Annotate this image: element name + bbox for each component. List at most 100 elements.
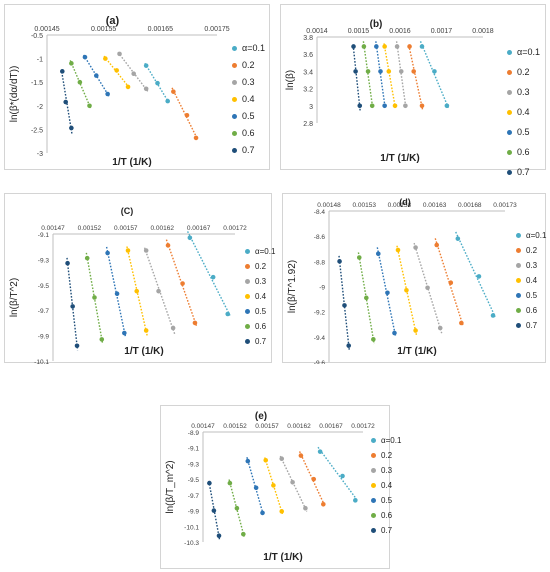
legend-label: 0.7: [517, 167, 530, 177]
x-tick-label: 0.0014: [306, 28, 328, 35]
legend-item: α=0.1: [516, 231, 546, 240]
y-tick-label: 3.4: [303, 69, 313, 76]
data-point: [356, 255, 362, 260]
legend-label: 0.4: [255, 292, 267, 301]
x-tick-label: 0.0015: [348, 28, 370, 35]
legend-marker: [245, 309, 250, 315]
data-point: [70, 304, 75, 309]
data-point: [455, 236, 461, 241]
y-tick-label: -9.7: [188, 493, 200, 500]
legend-item: 0.7: [371, 526, 392, 535]
x-tick-label: 0.00155: [91, 26, 116, 33]
data-point: [279, 509, 285, 514]
legend-label: 0.3: [255, 277, 267, 286]
y-tick-label: 2.8: [303, 121, 313, 128]
data-point: [234, 505, 240, 511]
data-point: [404, 287, 409, 293]
data-point: [69, 125, 74, 131]
x-tick-label: 0.00172: [223, 225, 247, 232]
y-tick-label: 3.8: [303, 35, 313, 42]
legend-item: 0.6: [232, 128, 255, 138]
x-axis-title: 1/T (1/K): [263, 552, 302, 563]
data-point: [351, 44, 356, 49]
y-tick-label: -9.5: [188, 477, 200, 484]
legend-item: 0.2: [245, 262, 266, 271]
chart-d-title: (d): [399, 197, 411, 207]
legend-marker: [232, 46, 237, 52]
data-point: [394, 44, 400, 49]
x-tick-label: 0.00148: [317, 202, 341, 209]
legend-label: 0.6: [517, 147, 530, 157]
legend-item: 0.4: [516, 276, 537, 285]
legend-marker: [232, 80, 237, 86]
legend-label: 0.5: [242, 111, 255, 121]
legend-item: 0.5: [507, 127, 530, 137]
data-point: [444, 103, 450, 109]
chart-panel-b: 0.0014 0.0015 0.0016 0.0017 0.0018 3.8 3.6 3.4 3…: [280, 4, 546, 177]
x-tick-label: 0.00167: [319, 423, 343, 430]
legend-marker: [232, 114, 237, 120]
x-tick-label: 0.00157: [114, 225, 138, 232]
data-point: [419, 103, 425, 109]
data-point: [114, 68, 119, 73]
data-point: [364, 295, 369, 301]
series-trendline: [352, 45, 361, 111]
x-axis-title: 1/T (1/K): [124, 346, 163, 357]
data-point: [114, 291, 120, 296]
legend-marker: [516, 233, 521, 239]
data-point: [143, 328, 149, 333]
x-tick-label: 0.00162: [150, 225, 174, 232]
data-point: [392, 330, 397, 336]
series-trendline: [383, 43, 397, 110]
y-tick-label: -9.7: [38, 308, 50, 315]
legend-item: 0.7: [232, 145, 255, 155]
data-point: [353, 498, 358, 503]
chart-panel-d: 0.00148 0.00153 0.00158 0.00163 0.00168 0.001…: [282, 193, 546, 364]
data-point: [245, 458, 251, 464]
legend-label: 0.7: [381, 526, 393, 535]
data-point: [143, 248, 149, 253]
series-trendline: [408, 45, 424, 111]
data-point: [340, 473, 345, 479]
data-point: [122, 330, 127, 336]
legend-label: 0.7: [255, 337, 267, 346]
legend-label: 0.2: [381, 451, 393, 460]
data-point: [490, 313, 496, 318]
data-point: [342, 303, 347, 308]
data-point: [361, 44, 367, 49]
legend-marker: [232, 97, 237, 103]
legend-marker: [371, 438, 376, 444]
legend-item: 0.2: [507, 67, 530, 77]
y-tick-label: 3: [309, 104, 313, 111]
legend-item: 0.6: [507, 147, 530, 157]
legend-marker: [516, 248, 521, 254]
data-point: [227, 480, 233, 486]
chart-b-title: (b): [369, 19, 383, 30]
data-point: [77, 79, 83, 85]
data-point: [382, 103, 387, 109]
y-tick-label: -1.5: [31, 80, 43, 87]
y-tick-label: -9.1: [38, 232, 50, 239]
legend-label: 0.5: [517, 127, 530, 137]
y-tick-label: -9.6: [314, 360, 326, 364]
legend-label: 0.2: [255, 262, 267, 271]
y-tick-label: -10.1: [34, 359, 49, 364]
legend-label: 0.3: [242, 77, 255, 87]
y-tick-label: -8.4: [314, 209, 326, 216]
data-point: [378, 69, 383, 74]
data-point: [92, 295, 97, 300]
legend-label: 0.2: [526, 246, 538, 255]
data-point: [365, 69, 371, 74]
legend-label: 0.6: [242, 128, 255, 138]
x-tick-label: 0.0017: [431, 28, 453, 35]
legend-marker: [245, 339, 250, 345]
legend-label: 0.3: [526, 261, 538, 270]
data-point: [94, 73, 99, 78]
data-point: [74, 343, 80, 349]
chart-e-plot: 0.00147 0.00152 0.00157 0.00162 0.00167 0.001…: [165, 423, 375, 563]
data-point: [171, 89, 176, 94]
data-point: [143, 86, 149, 92]
legend-item: 0.3: [371, 466, 392, 475]
y-tick-label: -8.6: [314, 234, 326, 241]
data-point: [434, 242, 440, 248]
